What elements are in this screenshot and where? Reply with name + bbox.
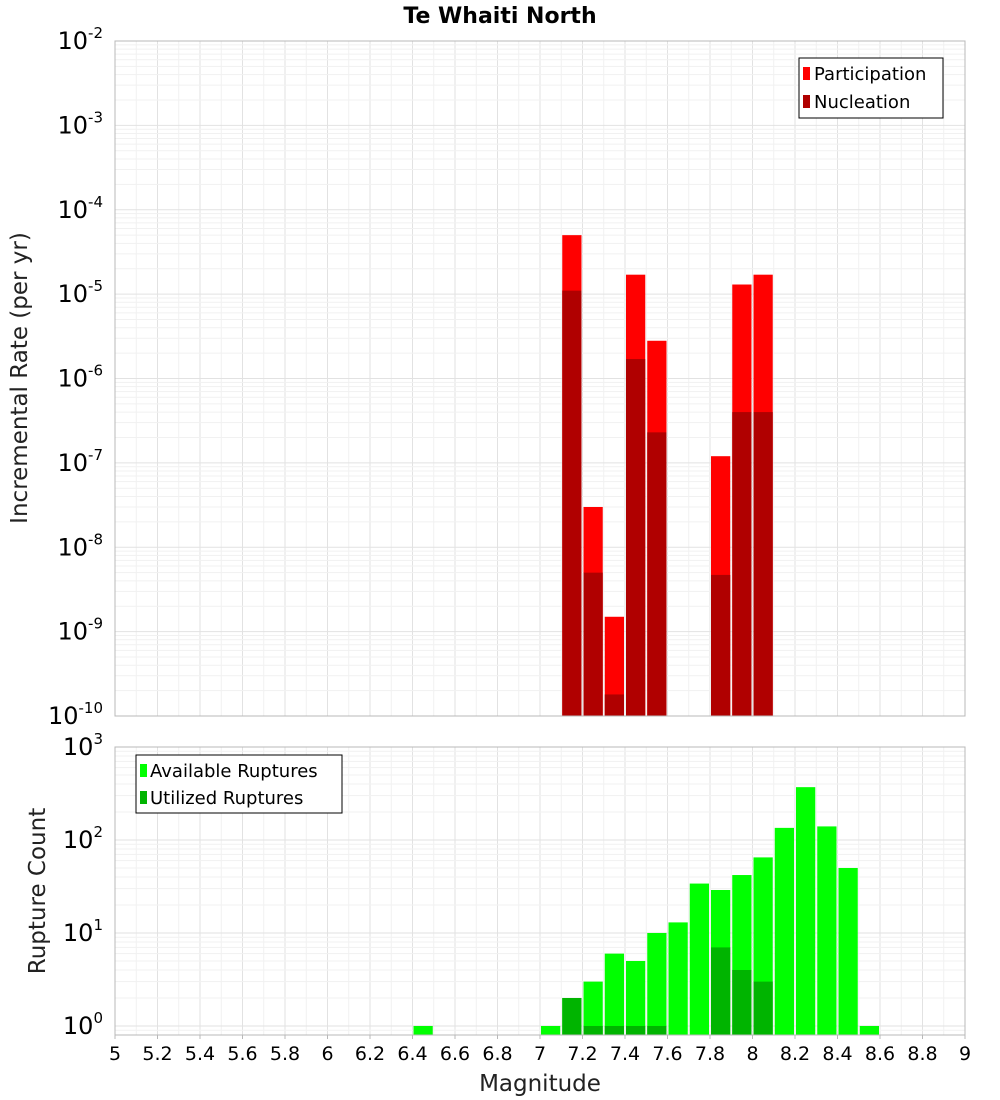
x-tick-label: 8 bbox=[746, 1043, 758, 1065]
available-ruptures-bar bbox=[626, 960, 646, 1035]
x-tick-label: 7.4 bbox=[610, 1043, 640, 1065]
count-bars bbox=[413, 787, 879, 1035]
nucleation-bar bbox=[753, 412, 773, 716]
x-tick-label: 9 bbox=[959, 1043, 971, 1065]
available-legend-label: Available Ruptures bbox=[150, 761, 318, 782]
available-ruptures-bar bbox=[796, 787, 816, 1035]
available-ruptures-bar bbox=[817, 826, 837, 1035]
y-tick-label: 100 bbox=[63, 1009, 103, 1040]
x-tick-label: 5 bbox=[109, 1043, 121, 1065]
y-tick-label: 10-6 bbox=[57, 362, 103, 393]
count-y-axis-label: Rupture Count bbox=[25, 808, 51, 974]
count-legend: Available Ruptures Utilized Ruptures bbox=[135, 754, 343, 814]
participation-legend-swatch bbox=[803, 67, 810, 80]
x-tick-label: 6.8 bbox=[482, 1043, 512, 1065]
available-ruptures-bar bbox=[838, 867, 858, 1035]
available-ruptures-bar bbox=[541, 1025, 561, 1035]
rate-legend-box bbox=[798, 57, 944, 119]
utilized-ruptures-bar bbox=[711, 947, 731, 1035]
x-tick-label: 5.2 bbox=[142, 1043, 172, 1065]
available-ruptures-bar bbox=[583, 981, 603, 1035]
x-tick-label: 7.8 bbox=[695, 1043, 725, 1065]
utilized-ruptures-bar bbox=[562, 997, 582, 1035]
nucleation-legend-swatch bbox=[803, 95, 810, 108]
participation-legend-label: Participation bbox=[814, 64, 926, 85]
y-tick-label: 10-3 bbox=[57, 108, 103, 139]
available-ruptures-bar bbox=[604, 953, 624, 1035]
x-tick-label: 6.2 bbox=[355, 1043, 385, 1065]
y-tick-label: 103 bbox=[63, 730, 103, 761]
rate-bars bbox=[562, 235, 773, 716]
rate-legend: Participation Nucleation bbox=[798, 57, 944, 119]
utilized-legend-swatch bbox=[140, 791, 147, 804]
utilized-ruptures-bar bbox=[604, 1025, 624, 1035]
y-tick-label: 10-5 bbox=[57, 277, 103, 308]
available-ruptures-bar bbox=[413, 1025, 433, 1035]
y-tick-label: 10-10 bbox=[48, 699, 103, 730]
rate-y-axis-label: Incremental Rate (per yr) bbox=[7, 232, 33, 524]
x-tick-label: 7.6 bbox=[652, 1043, 682, 1065]
x-tick-label: 6.6 bbox=[440, 1043, 470, 1065]
x-tick-label: 8.4 bbox=[822, 1043, 852, 1065]
available-ruptures-bar bbox=[774, 827, 794, 1035]
x-tick-label: 5.8 bbox=[270, 1043, 300, 1065]
utilized-ruptures-bar bbox=[732, 969, 752, 1035]
available-legend-swatch bbox=[140, 764, 147, 777]
count-legend-box bbox=[135, 754, 343, 814]
x-tick-label: 8.2 bbox=[780, 1043, 810, 1065]
utilized-legend-label: Utilized Ruptures bbox=[150, 788, 303, 809]
x-tick-label: 6 bbox=[321, 1043, 333, 1065]
nucleation-bar bbox=[647, 432, 667, 716]
available-ruptures-bar bbox=[647, 932, 667, 1035]
rate-gridlines bbox=[114, 40, 966, 717]
rate-y-ticks: 10-10 10-9 10-8 10-7 10-6 10-5 10-4 10-3 10-2 bbox=[48, 24, 103, 730]
available-ruptures-bar bbox=[668, 922, 688, 1035]
participation-bar bbox=[604, 616, 624, 716]
chart-title: Te Whaiti North bbox=[403, 4, 596, 29]
y-tick-label: 10-9 bbox=[57, 615, 103, 646]
utilized-ruptures-bar bbox=[647, 1025, 667, 1035]
utilized-ruptures-bar bbox=[626, 1025, 646, 1035]
x-tick-label: 8.8 bbox=[907, 1043, 937, 1065]
x-tick-label: 6.4 bbox=[397, 1043, 427, 1065]
nucleation-bar bbox=[711, 574, 731, 716]
count-y-ticks: 100 101 102 103 bbox=[63, 730, 103, 1040]
available-ruptures-bar bbox=[689, 883, 709, 1035]
x-tick-label: 5.6 bbox=[227, 1043, 257, 1065]
nucleation-bar bbox=[626, 359, 646, 716]
x-tick-label: 7.2 bbox=[567, 1043, 597, 1065]
y-tick-label: 101 bbox=[63, 916, 103, 947]
y-tick-label: 10-8 bbox=[57, 530, 103, 561]
nucleation-bar bbox=[562, 290, 582, 716]
y-tick-label: 10-4 bbox=[57, 193, 103, 224]
x-tick-label: 7 bbox=[534, 1043, 546, 1065]
x-tick-label: 8.6 bbox=[865, 1043, 895, 1065]
y-tick-label: 10-2 bbox=[57, 24, 103, 55]
y-tick-label: 102 bbox=[63, 823, 103, 854]
available-ruptures-bar bbox=[859, 1025, 879, 1035]
nucleation-legend-label: Nucleation bbox=[814, 92, 910, 113]
y-tick-label: 10-7 bbox=[57, 446, 103, 477]
nucleation-bar bbox=[604, 694, 624, 716]
nucleation-bar bbox=[732, 412, 752, 716]
magnitude-x-ticks: 5 5.2 5.4 5.6 5.8 6 6.2 6.4 6.6 6.8 7 7.2 7.4 7.6 7.8 8… bbox=[109, 1035, 971, 1065]
utilized-ruptures-bar bbox=[583, 1025, 603, 1035]
x-axis-label: Magnitude bbox=[479, 1071, 601, 1097]
x-tick-label: 5.4 bbox=[185, 1043, 215, 1065]
rate-plot-frame bbox=[114, 40, 966, 717]
nucleation-bar bbox=[583, 572, 603, 716]
utilized-ruptures-bar bbox=[753, 981, 773, 1035]
